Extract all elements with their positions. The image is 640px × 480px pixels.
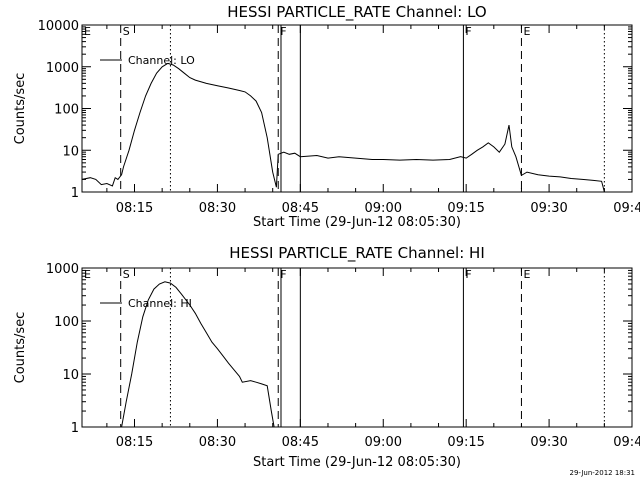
event-marker-label: S <box>123 268 130 281</box>
series-line <box>81 62 605 193</box>
y-tick-label: 10000 <box>38 19 79 34</box>
x-axis-label: Start Time (29-Jun-12 08:05:30) <box>253 215 461 230</box>
y-tick-label: 10 <box>62 368 79 383</box>
chart-title: HESSI PARTICLE_RATE Channel: HI <box>229 244 485 263</box>
y-tick-label: 100 <box>54 315 79 330</box>
panel-hi: HESSI PARTICLE_RATE Channel: HI 1 10 100 100… <box>13 244 640 470</box>
x-tick-label: 08:15 <box>116 435 153 450</box>
event-marker-label: F <box>280 268 286 281</box>
x-tick-label: 09:30 <box>530 435 567 450</box>
x-tick-label: 09:45 <box>613 201 640 216</box>
y-tick-label: 100 <box>54 103 79 118</box>
x-tick-label: 08:15 <box>116 201 153 216</box>
x-tick-label: 08:30 <box>199 201 236 216</box>
series-line <box>121 281 275 428</box>
x-tick-label: 09:15 <box>447 435 484 450</box>
footer-timestamp: 29-Jun-2012 18:31 <box>570 469 636 477</box>
y-axis-label: Counts/sec <box>13 312 28 384</box>
y-axis-label: Counts/sec <box>13 73 28 145</box>
plot-frame <box>81 24 633 193</box>
y-tick-label: 1 <box>71 186 79 201</box>
chart-title: HESSI PARTICLE_RATE Channel: LO <box>227 3 486 22</box>
event-marker-label: F <box>465 25 471 38</box>
legend-label: Channel: LO <box>128 54 195 67</box>
legend-label: Channel: HI <box>128 297 192 310</box>
plot-frame <box>81 267 633 428</box>
event-marker-label: E <box>84 25 91 38</box>
event-marker-label: E <box>84 268 91 281</box>
x-tick-label: 08:45 <box>282 435 319 450</box>
x-tick-label: 09:00 <box>365 435 402 450</box>
event-marker-label: E <box>523 25 530 38</box>
x-tick-label: 09:15 <box>447 201 484 216</box>
panel-lo: HESSI PARTICLE_RATE Channel: LO 1 10 100 100… <box>13 3 640 230</box>
x-tick-label: 08:45 <box>282 201 319 216</box>
event-marker-label: F <box>280 25 286 38</box>
y-tick-label: 1 <box>71 421 79 436</box>
x-tick-label: 09:30 <box>530 201 567 216</box>
y-tick-label: 1000 <box>46 61 79 76</box>
x-tick-label: 09:45 <box>613 435 640 450</box>
x-tick-label: 08:30 <box>199 435 236 450</box>
y-tick-label: 10 <box>62 144 79 159</box>
event-marker-label: F <box>465 268 471 281</box>
x-axis-label: Start Time (29-Jun-12 08:05:30) <box>253 455 461 470</box>
x-tick-label: 09:00 <box>365 201 402 216</box>
event-marker-label: E <box>523 268 530 281</box>
y-tick-label: 1000 <box>46 262 79 277</box>
event-marker-label: S <box>123 25 130 38</box>
